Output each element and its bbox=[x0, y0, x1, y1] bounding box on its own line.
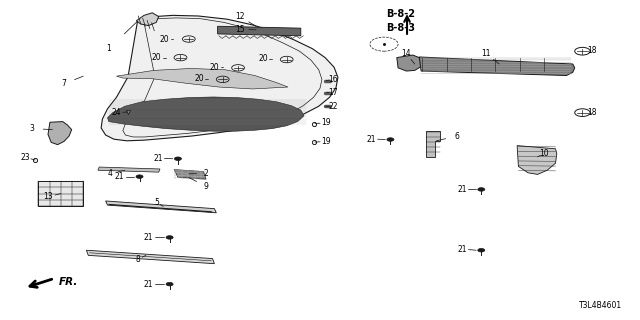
Text: 21: 21 bbox=[144, 233, 153, 242]
Text: 6: 6 bbox=[454, 132, 460, 140]
Text: 13: 13 bbox=[43, 192, 53, 201]
Text: 11: 11 bbox=[482, 49, 491, 58]
Text: 14: 14 bbox=[401, 49, 412, 58]
Polygon shape bbox=[426, 131, 440, 157]
Circle shape bbox=[136, 175, 143, 179]
Text: 2: 2 bbox=[204, 169, 209, 178]
Text: 24: 24 bbox=[111, 108, 122, 117]
Polygon shape bbox=[517, 146, 557, 174]
Circle shape bbox=[477, 188, 485, 191]
Circle shape bbox=[387, 138, 394, 141]
Text: 18: 18 bbox=[588, 46, 596, 55]
Text: 21: 21 bbox=[458, 245, 467, 254]
Text: 21: 21 bbox=[115, 172, 124, 181]
Text: 20: 20 bbox=[159, 35, 170, 44]
Circle shape bbox=[166, 283, 173, 286]
Text: 20: 20 bbox=[209, 63, 220, 72]
Text: 7: 7 bbox=[61, 79, 67, 88]
Text: 12: 12 bbox=[236, 12, 244, 21]
Polygon shape bbox=[397, 55, 422, 71]
Text: 10: 10 bbox=[539, 149, 549, 158]
Text: 4: 4 bbox=[108, 169, 113, 178]
Text: 19: 19 bbox=[321, 118, 332, 127]
Polygon shape bbox=[106, 201, 216, 213]
Polygon shape bbox=[101, 15, 338, 141]
Text: B-8-3: B-8-3 bbox=[386, 23, 415, 33]
Polygon shape bbox=[218, 26, 301, 36]
Circle shape bbox=[174, 157, 182, 161]
Text: 20: 20 bbox=[194, 74, 204, 83]
Text: 5: 5 bbox=[154, 198, 159, 207]
Text: 21: 21 bbox=[144, 280, 153, 289]
Polygon shape bbox=[419, 57, 575, 76]
Text: 16: 16 bbox=[328, 75, 338, 84]
Text: 1: 1 bbox=[106, 44, 111, 53]
Text: 8: 8 bbox=[135, 255, 140, 264]
Polygon shape bbox=[116, 68, 288, 89]
Polygon shape bbox=[38, 181, 83, 206]
Text: 21: 21 bbox=[458, 185, 467, 194]
Polygon shape bbox=[98, 167, 160, 172]
Text: 21: 21 bbox=[154, 154, 163, 163]
Text: 9: 9 bbox=[204, 182, 209, 191]
Text: 20: 20 bbox=[258, 54, 268, 63]
Text: 19: 19 bbox=[321, 137, 332, 146]
Text: 15: 15 bbox=[235, 25, 245, 34]
Text: B-8-2: B-8-2 bbox=[386, 9, 415, 20]
Polygon shape bbox=[86, 250, 214, 264]
Polygon shape bbox=[108, 97, 304, 131]
Circle shape bbox=[166, 236, 173, 239]
Text: 22: 22 bbox=[328, 102, 337, 111]
Text: 20: 20 bbox=[152, 53, 162, 62]
Circle shape bbox=[477, 248, 485, 252]
Polygon shape bbox=[48, 122, 72, 145]
Text: T3L4B4601: T3L4B4601 bbox=[579, 301, 622, 310]
Text: 18: 18 bbox=[588, 108, 596, 117]
Text: 23: 23 bbox=[20, 153, 31, 162]
Text: FR.: FR. bbox=[59, 277, 78, 287]
Text: 21: 21 bbox=[367, 135, 376, 144]
Polygon shape bbox=[174, 170, 206, 179]
Text: 17: 17 bbox=[328, 88, 338, 97]
Polygon shape bbox=[136, 13, 159, 26]
Text: 3: 3 bbox=[29, 124, 35, 133]
